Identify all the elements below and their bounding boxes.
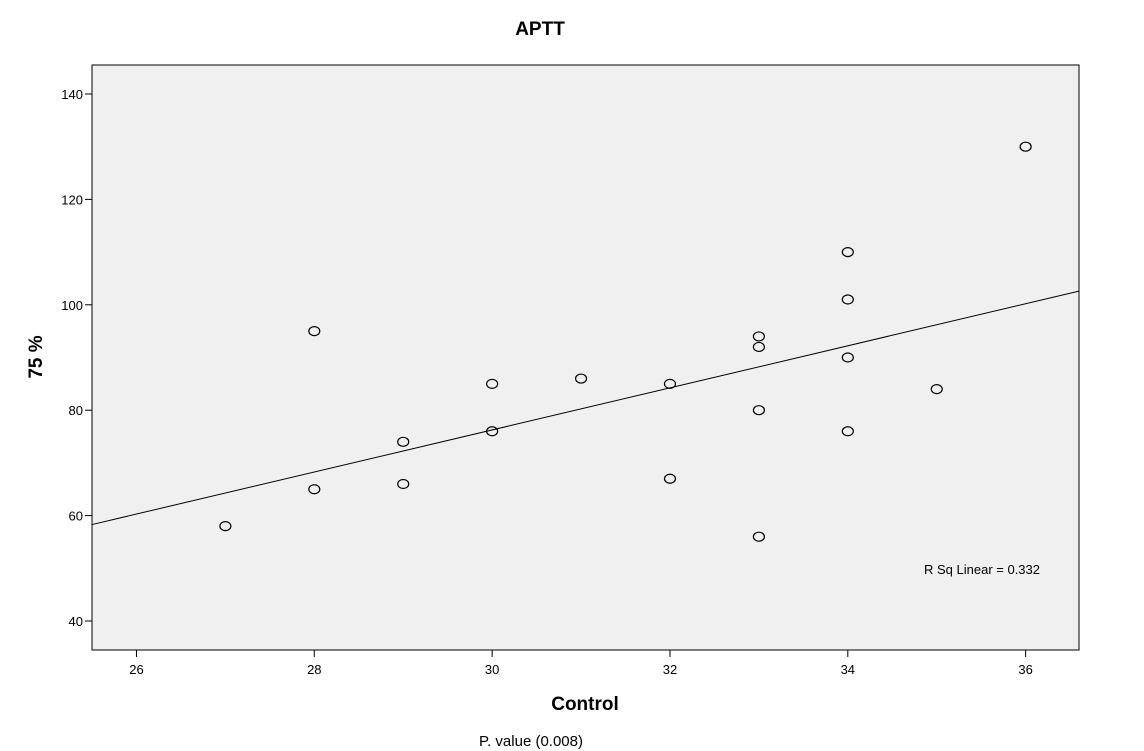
data-point bbox=[1019, 141, 1032, 152]
y-tick-label: 80 bbox=[69, 403, 83, 418]
data-point bbox=[752, 531, 765, 542]
data-point bbox=[841, 426, 854, 437]
data-point bbox=[841, 352, 854, 363]
x-tick-label: 32 bbox=[663, 662, 677, 677]
y-axis: 40 60 80 100 120 140 bbox=[61, 87, 92, 629]
data-point bbox=[397, 478, 410, 490]
y-tick-label: 140 bbox=[61, 87, 83, 102]
y-tick-label: 60 bbox=[69, 509, 83, 524]
x-axis: 26 28 30 32 34 36 bbox=[129, 650, 1033, 677]
data-point bbox=[219, 521, 232, 532]
x-tick-label: 36 bbox=[1018, 662, 1032, 677]
data-point bbox=[574, 373, 588, 384]
chart-title: APTT bbox=[515, 19, 565, 40]
x-tick-label: 26 bbox=[129, 662, 143, 677]
data-point bbox=[397, 436, 410, 447]
x-tick-label: 28 bbox=[307, 662, 321, 677]
y-tick-label: 40 bbox=[69, 614, 83, 629]
regression-line bbox=[91, 290, 1080, 526]
data-point bbox=[486, 378, 499, 389]
data-point bbox=[841, 246, 854, 258]
x-axis-title: Control bbox=[551, 694, 619, 715]
fit-line-layer bbox=[91, 290, 1080, 526]
data-point bbox=[841, 294, 854, 305]
data-point bbox=[486, 426, 499, 437]
data-point bbox=[930, 384, 943, 395]
x-tick-label: 30 bbox=[485, 662, 499, 677]
y-axis-title: 75 % bbox=[26, 335, 47, 378]
y-tick-label: 100 bbox=[61, 298, 83, 313]
data-point bbox=[663, 378, 677, 389]
data-point bbox=[752, 405, 765, 416]
points-layer bbox=[219, 141, 1032, 542]
r-squared-annotation: R Sq Linear = 0.332 bbox=[924, 562, 1040, 577]
plot-area bbox=[91, 64, 1080, 651]
data-point bbox=[308, 326, 321, 337]
data-point bbox=[752, 331, 765, 342]
data-point bbox=[663, 473, 677, 484]
data-point bbox=[308, 484, 321, 495]
x-tick-label: 34 bbox=[841, 662, 855, 677]
data-point bbox=[752, 341, 765, 353]
y-tick-label: 120 bbox=[61, 192, 83, 207]
p-value-footnote: P. value (0.008) bbox=[479, 733, 583, 750]
